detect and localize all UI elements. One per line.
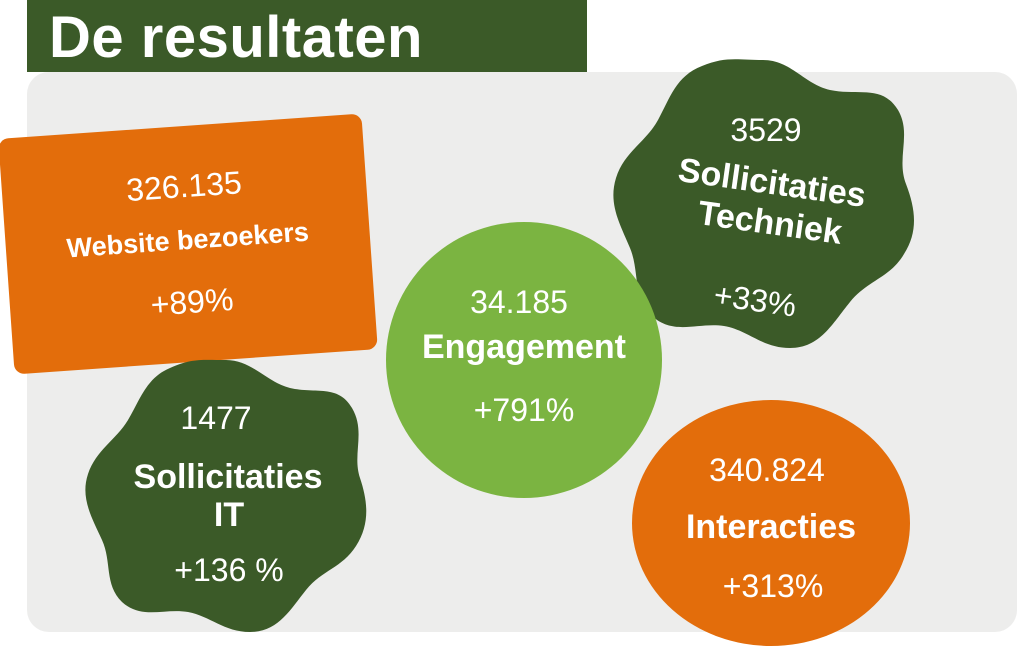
stat-value: 34.185 bbox=[470, 284, 568, 320]
stat-circle-interactions: 340.824 Interacties +313% bbox=[632, 400, 910, 646]
stat-label: Website bezoekers bbox=[65, 216, 310, 264]
page-title: De resultaten bbox=[49, 5, 423, 70]
stat-label: Interacties bbox=[685, 508, 857, 546]
stat-card-website-visitors: 326.135 Website bezoekers +89% bbox=[0, 113, 378, 375]
stat-change: +791% bbox=[473, 392, 575, 428]
stat-value: 340.824 bbox=[709, 452, 825, 488]
stat-label-line-1: Sollicitaties bbox=[133, 458, 323, 496]
wavy-badge-shape bbox=[85, 359, 367, 632]
stat-badge-applications-it: 1477 Sollicitaties IT +136 % bbox=[76, 356, 372, 638]
stat-value: 3529 bbox=[730, 112, 802, 148]
stat-circle-engagement: 34.185 Engagement +791% bbox=[386, 222, 662, 498]
stat-change: +89% bbox=[149, 281, 235, 323]
stat-label-line-2: IT bbox=[213, 496, 245, 534]
stat-change: +313% bbox=[722, 568, 824, 604]
stat-change: +136 % bbox=[174, 552, 284, 588]
stat-badge-applications-technical: 3529 Sollicitaties Techniek +33% bbox=[606, 54, 920, 354]
title-banner: De resultaten bbox=[27, 0, 587, 72]
stat-value: 326.135 bbox=[124, 164, 243, 209]
stat-value: 1477 bbox=[180, 400, 252, 436]
stat-label: Engagement bbox=[421, 328, 627, 366]
wavy-badge-shape bbox=[613, 59, 914, 349]
